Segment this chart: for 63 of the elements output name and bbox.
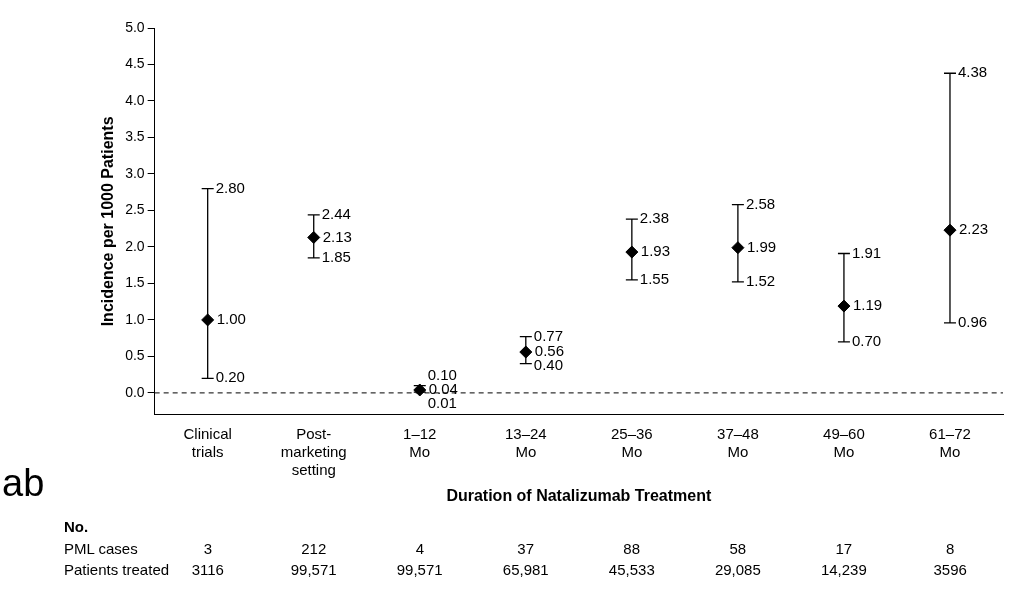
annotation: 2.58 [745, 194, 776, 212]
data-label: 1.00 [216, 310, 246, 328]
y-axis-title: Incidence per 1000 Patients [99, 116, 117, 327]
text: 3596 [933, 561, 967, 578]
text: 17 [835, 540, 853, 557]
text: Patients treated [64, 561, 170, 578]
text: 3 [203, 540, 213, 557]
data-label: 1.19 [852, 296, 883, 314]
y-tick-label: 3.5 [125, 128, 145, 145]
x-tick-label: Clinical trials [183, 424, 232, 460]
text: 29,085 [714, 561, 761, 578]
x-tick-label: 13–24 Mo [504, 424, 547, 460]
x-tick-label: 25–36 Mo [610, 424, 653, 460]
x-tick-label: Post- marketing setting [280, 424, 347, 478]
x-tick-label: 61–72 Mo [929, 424, 971, 460]
text: 88 [623, 540, 641, 557]
text: 4 [415, 540, 425, 557]
annotation: 2.80 [215, 178, 245, 196]
text: 58 [729, 540, 747, 557]
y-tick-label: 4.5 [125, 55, 145, 72]
annotation: 1.91 [851, 243, 882, 261]
text: No. [64, 518, 89, 535]
annotation: 1.85 [321, 248, 351, 266]
x-tick-label: 49–60 Mo [823, 424, 865, 460]
annotation: 1.52 [745, 272, 776, 290]
text: 14,239 [820, 561, 867, 578]
text: 3116 [191, 561, 224, 578]
text: PML cases [64, 540, 138, 557]
y-tick-label: 2.0 [125, 237, 145, 254]
data-label: 1.99 [746, 237, 777, 255]
y-tick-label: 3.0 [125, 164, 145, 181]
x-axis-title: Duration of Natalizumab Treatment [446, 486, 712, 504]
text: 37 [517, 540, 534, 557]
annotation: 0.20 [215, 368, 245, 386]
text: 99,571 [290, 561, 337, 578]
x-tick-label: 1–12 Mo [403, 424, 437, 460]
text: ab [2, 462, 45, 505]
x-tick-label: 37–48 Mo [717, 424, 759, 460]
text: 65,981 [502, 561, 549, 578]
text: 45,533 [608, 561, 655, 578]
annotation: 0.70 [851, 331, 882, 349]
y-tick-label: 0.5 [125, 347, 145, 364]
text: 8 [945, 540, 955, 557]
text: 99,571 [396, 561, 443, 578]
y-tick-label: 4.0 [125, 91, 145, 108]
annotation: 2.44 [321, 204, 351, 222]
y-tick-label: 2.5 [125, 201, 145, 218]
text: 212 [301, 540, 327, 557]
annotation: 0.77 [533, 326, 564, 344]
annotation: 4.38 [957, 63, 988, 81]
annotation: 1.55 [639, 269, 670, 287]
y-tick-label: 1.0 [125, 310, 145, 327]
data-label: 2.13 [322, 227, 352, 245]
data-label: 2.23 [958, 220, 989, 238]
annotation: 2.38 [639, 209, 670, 227]
annotation: 0.96 [957, 312, 988, 330]
y-tick-label: 1.5 [125, 274, 145, 291]
point [307, 230, 321, 244]
point [519, 345, 533, 359]
data-label: 1.93 [640, 242, 671, 260]
y-tick-label: 0.0 [125, 383, 145, 400]
point [201, 313, 215, 327]
y-tick-label: 5.0 [125, 18, 145, 35]
